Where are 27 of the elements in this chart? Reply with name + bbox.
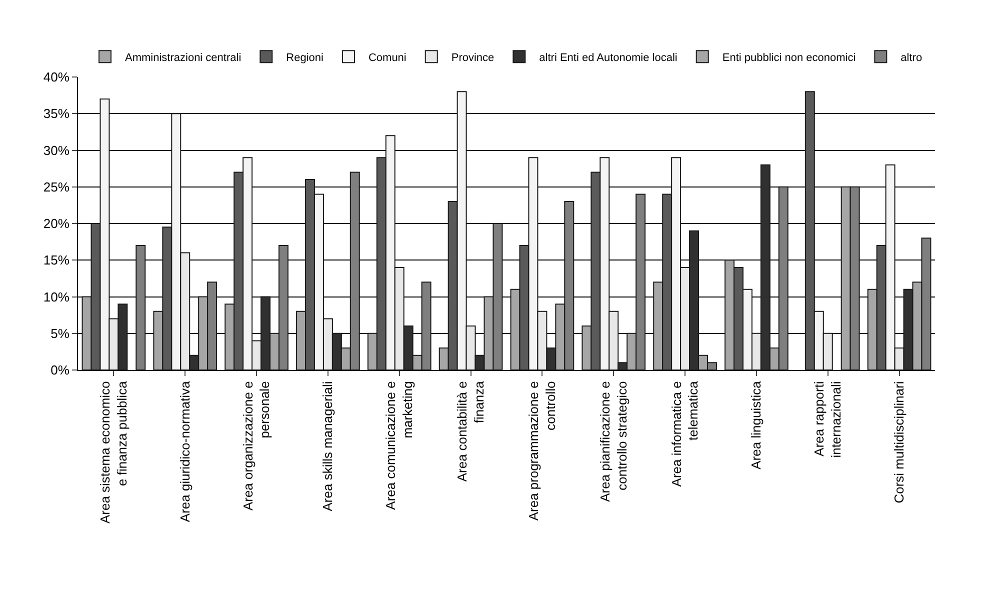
y-tick-label: 5% bbox=[50, 326, 70, 341]
y-tick-label: 25% bbox=[43, 179, 70, 194]
y-tick-label: 15% bbox=[43, 252, 70, 268]
y-tick-label: 20% bbox=[43, 216, 70, 232]
y-tick-label: 0% bbox=[50, 362, 70, 378]
y-tick-label: 35% bbox=[43, 106, 70, 122]
x-tick-label: Area giuridico-normativa bbox=[177, 380, 192, 522]
x-tick-label: Area sistema economico e finanza pubblica bbox=[97, 380, 130, 524]
bar bbox=[136, 244, 146, 370]
x-tick-label: Area linguistica bbox=[748, 380, 764, 470]
legend-label: Comuni bbox=[368, 52, 406, 64]
y-tick-label: 40% bbox=[43, 70, 70, 85]
x-tick-label: Area contabilità e finanza bbox=[454, 380, 486, 482]
legend-label: Amministrazioni centrali bbox=[125, 52, 242, 64]
x-tick-label: Area skills manageriali bbox=[320, 381, 336, 512]
x-tick-label: Area comunicazione e marketing bbox=[383, 381, 416, 510]
legend-label: Regioni bbox=[286, 52, 324, 64]
y-tick-label: 30% bbox=[43, 142, 70, 158]
legend-label: altro bbox=[900, 52, 922, 64]
x-tick-label: Area rapporti internazionali bbox=[812, 381, 844, 458]
legend-label: Enti pubblici non economici bbox=[722, 52, 856, 64]
x-tick-label: Corsi multidisciplinari bbox=[892, 381, 907, 504]
y-tick-label: 10% bbox=[43, 289, 70, 304]
legend-label: Province bbox=[451, 52, 494, 64]
x-tick-label: Area organizzazione e personale bbox=[240, 381, 272, 511]
x-tick-label: Area programmazione e controllo bbox=[526, 381, 558, 521]
legend-label: altri Enti ed Autonomie locali bbox=[539, 52, 678, 64]
